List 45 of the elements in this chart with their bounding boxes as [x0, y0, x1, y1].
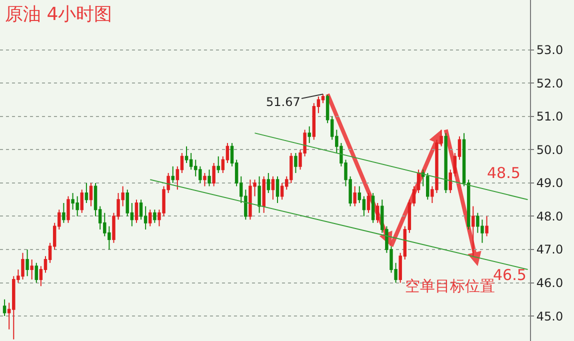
candlestick: [80, 189, 84, 214]
candlestick: [472, 206, 475, 257]
candlestick: [308, 126, 311, 144]
candlestick: [371, 192, 375, 224]
candlestick: [485, 216, 488, 237]
candlestick: [171, 166, 174, 184]
candlestick: [62, 202, 66, 224]
candlestick: [216, 156, 220, 174]
annotation: 46.5: [493, 266, 526, 284]
y-tick-label: 49.0: [536, 176, 564, 190]
candlestick: [26, 249, 29, 277]
candlestick: [353, 186, 356, 207]
candlestick: [208, 169, 211, 187]
candlestick: [276, 176, 280, 204]
candlestick: [266, 172, 270, 194]
candlestick: [153, 209, 156, 224]
candlestick: [258, 176, 261, 214]
y-tick-label: 51.0: [536, 110, 564, 124]
candlestick: [203, 172, 206, 187]
candlestick: [34, 262, 38, 284]
candlestick: [30, 258, 34, 280]
candlestick: [84, 182, 88, 204]
candlestick: [148, 209, 152, 227]
candlestick: [262, 176, 266, 214]
y-tick-label: 45.0: [536, 309, 564, 324]
candlestick: [134, 199, 138, 224]
annotation: 空单目标位置: [405, 277, 495, 295]
candlestick: [294, 152, 298, 174]
candlestick: [271, 176, 275, 200]
y-tick-label: 50.0: [536, 142, 564, 157]
candlestick: [376, 202, 380, 224]
chart-title: 原油 4小时图: [5, 4, 112, 25]
candlestick: [212, 162, 216, 187]
annotation: 51.67: [266, 95, 300, 109]
candlestick: [89, 182, 93, 207]
y-tick-label: 53.0: [536, 43, 564, 58]
candlestick: [366, 192, 370, 214]
y-tick-label: 47.0: [536, 242, 564, 257]
y-tick-label: 52.0: [536, 76, 564, 90]
candlestick: [66, 196, 70, 224]
annotation: 48.5: [487, 164, 520, 182]
candlestick: [2, 298, 6, 317]
y-tick-label: 46.0: [536, 276, 564, 290]
y-tick-label: 48.0: [536, 209, 564, 224]
candlestick: [444, 132, 448, 194]
